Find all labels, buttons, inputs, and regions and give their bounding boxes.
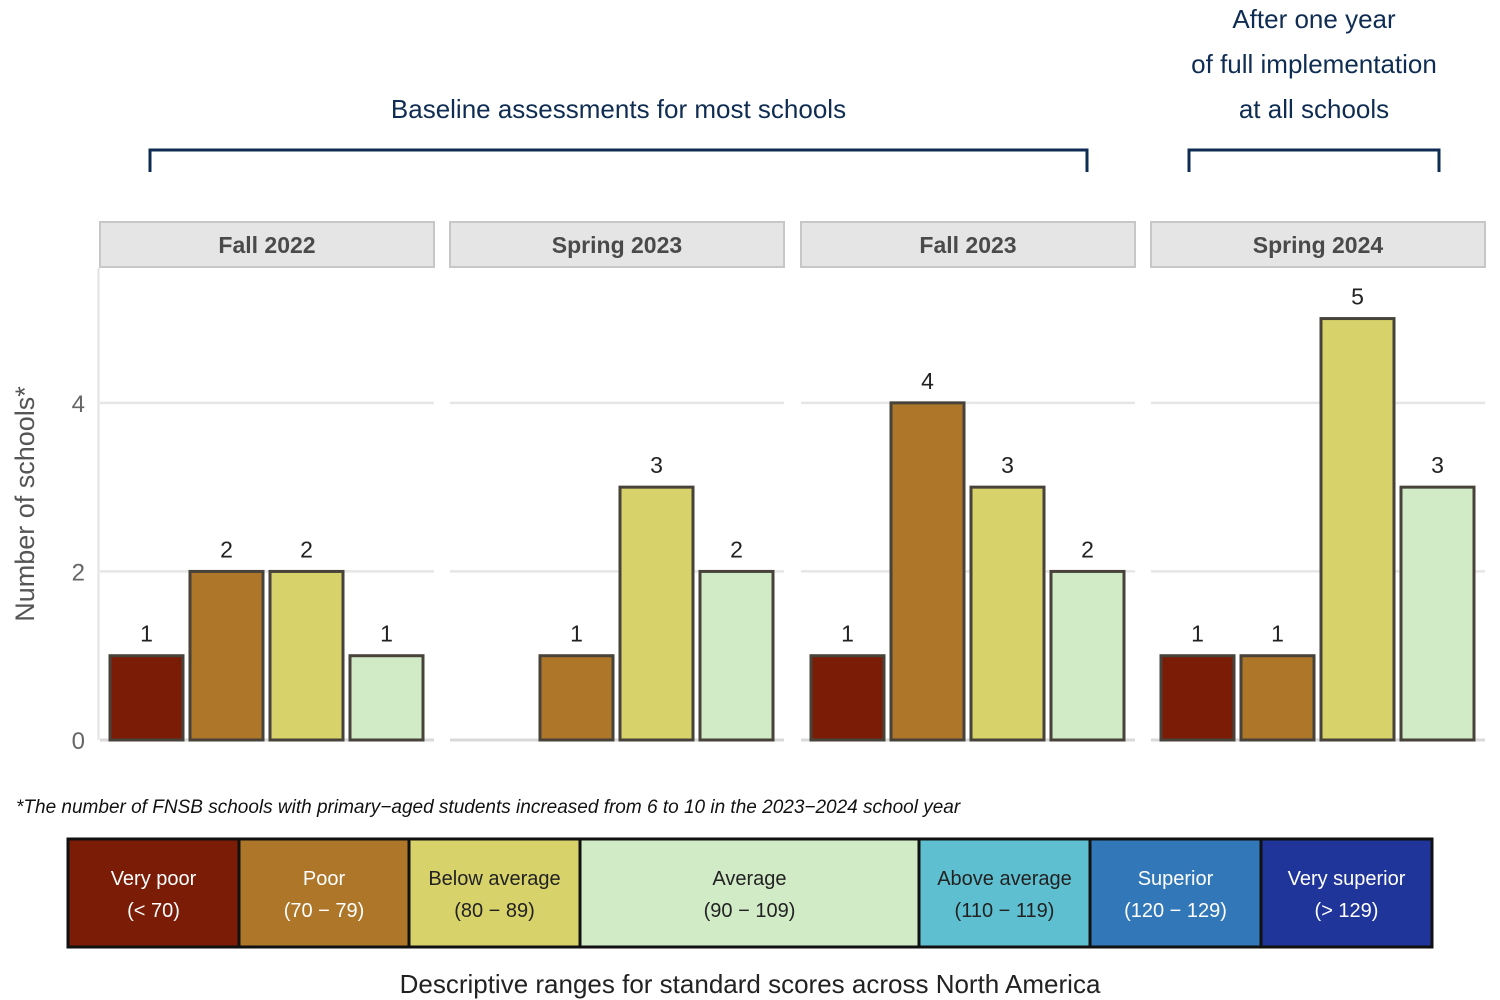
panel-strip — [1150, 221, 1486, 268]
bar — [348, 654, 425, 742]
panel-strip — [449, 221, 785, 268]
y-tick-label: 2 — [72, 559, 85, 586]
legend-swatch — [66, 837, 241, 949]
bar — [108, 654, 185, 742]
legend-item-range: (80 − 89) — [454, 900, 535, 922]
bar — [809, 654, 886, 742]
group-header: Baseline assessments for most schools — [391, 94, 846, 124]
group-header: After one year — [1232, 4, 1396, 34]
legend-item-range: (90 − 109) — [704, 900, 796, 922]
legend-swatch — [917, 837, 1092, 949]
legend-item-name: Above average — [937, 868, 1072, 890]
legend-item-range: (120 − 129) — [1124, 900, 1227, 922]
bar-value-label: 1 — [570, 621, 583, 647]
bar — [1399, 485, 1476, 742]
panel-title: Fall 2023 — [919, 232, 1016, 258]
group-bracket — [1187, 148, 1441, 172]
legend-item-name: Below average — [428, 868, 560, 890]
legend-swatch — [1259, 837, 1434, 949]
legend-caption: Descriptive ranges for standard scores a… — [400, 969, 1101, 999]
group-header: at all schools — [1239, 94, 1389, 124]
bar — [698, 569, 775, 742]
bar — [1319, 317, 1396, 742]
legend-item-name: Poor — [303, 868, 346, 890]
y-tick-label: 0 — [72, 728, 85, 755]
legend-item-name: Very superior — [1288, 868, 1406, 890]
panel-title: Fall 2022 — [218, 232, 315, 258]
legend-swatch — [1088, 837, 1263, 949]
y-axis-label: Number of schools* — [10, 386, 40, 622]
bar — [188, 569, 265, 742]
legend-item-range: (70 − 79) — [284, 900, 365, 922]
bar-value-label: 4 — [921, 368, 934, 394]
panel-title: Spring 2024 — [1253, 232, 1384, 258]
y-tick-label: 4 — [72, 391, 85, 418]
bar-value-label: 3 — [650, 452, 663, 478]
legend-item-name: Very poor — [111, 868, 197, 890]
bar-value-label: 1 — [140, 621, 153, 647]
legend-item-name: Average — [712, 868, 786, 890]
bar — [1159, 654, 1236, 742]
bar-value-label: 2 — [220, 536, 233, 562]
bar-value-label: 2 — [300, 536, 313, 562]
bar-value-label: 1 — [841, 621, 854, 647]
group-bracket — [148, 148, 1089, 172]
legend-swatch — [578, 837, 921, 949]
legend-item-range: (> 129) — [1315, 900, 1379, 922]
legend-item-name: Superior — [1138, 868, 1214, 890]
legend-item-range: (< 70) — [127, 900, 180, 922]
panel-title: Spring 2023 — [552, 232, 682, 258]
bar-value-label: 5 — [1351, 284, 1364, 310]
bar — [1239, 654, 1316, 742]
group-header: of full implementation — [1191, 49, 1437, 79]
bar — [969, 485, 1046, 742]
panel-strip — [800, 221, 1136, 268]
bar-value-label: 2 — [730, 536, 743, 562]
bar-value-label: 1 — [1271, 621, 1284, 647]
bar — [268, 569, 345, 742]
bar — [1049, 569, 1126, 742]
bar-value-label: 1 — [1191, 621, 1204, 647]
bar — [538, 654, 615, 742]
bar — [889, 401, 966, 742]
bar-value-label: 3 — [1431, 452, 1444, 478]
footnote: *The number of FNSB schools with primary… — [16, 797, 961, 818]
panel-strip — [99, 221, 435, 268]
legend-swatch — [237, 837, 411, 949]
bar-value-label: 2 — [1081, 536, 1094, 562]
legend-swatch — [407, 837, 582, 949]
legend-item-range: (110 − 119) — [955, 900, 1055, 922]
bar-value-label: 3 — [1001, 452, 1014, 478]
bar — [618, 485, 695, 742]
bar-value-label: 1 — [380, 621, 393, 647]
